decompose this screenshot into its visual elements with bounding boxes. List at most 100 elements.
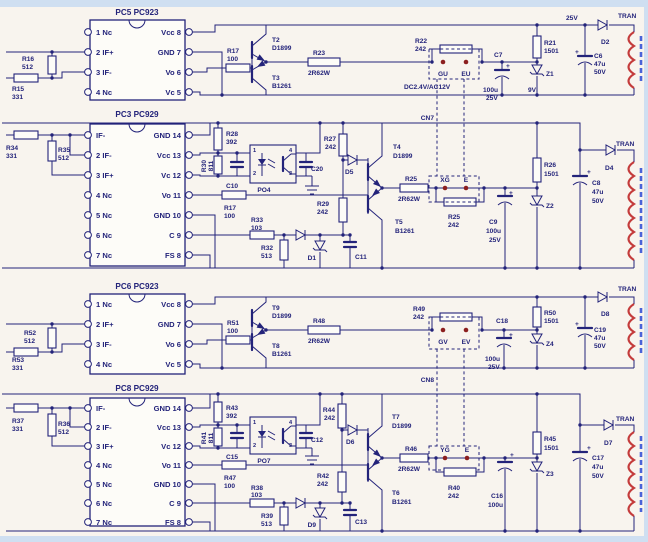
label-c6-val2: 50V: [594, 69, 606, 76]
pc8-pin7: 7 Nc: [96, 518, 112, 527]
connector-cn7: CN7: [421, 48, 480, 203]
label-r29: R29: [317, 201, 329, 208]
po7-pin3-num: 3: [289, 443, 292, 449]
diode-d2: [597, 19, 608, 31]
label-z2: Z2: [546, 203, 554, 210]
pc5-pin3: 3 IF-: [96, 68, 112, 77]
label-r23: R23: [313, 50, 325, 57]
label-r41: R41: [201, 432, 208, 444]
label-r25b-val: 242: [448, 222, 459, 229]
right-border: [644, 0, 648, 542]
resistor-r48: [307, 325, 341, 335]
transformer-winding-4: [627, 431, 637, 517]
label-r53: R53: [12, 357, 24, 364]
label-r39-val: 513: [261, 521, 272, 528]
resistor-r33: [249, 230, 275, 240]
label-r35-val: 512: [58, 155, 69, 162]
transformer-winding-3: [627, 303, 637, 361]
label-c6-val1: 47u: [594, 61, 605, 68]
pc8-pin13: Vcc 13: [157, 423, 181, 432]
label-c10: C10: [226, 183, 238, 190]
pc5-pin6: Vo 6: [166, 68, 181, 77]
label-r42-val: 242: [317, 481, 328, 488]
pc6-pin5: Vc 5: [165, 360, 181, 369]
label-r32-val: 513: [261, 253, 272, 260]
label-t8: T8: [272, 343, 280, 350]
resistor-r47: [221, 460, 247, 470]
label-c20: C20: [311, 166, 323, 173]
resistor-r16: [47, 55, 57, 75]
label-r28: R28: [226, 131, 238, 138]
transformer-winding-1: [627, 31, 637, 89]
optocoupler-po7-internals: [258, 425, 296, 448]
pc8-pin12: Vc 12: [161, 442, 181, 451]
label-r44-val: 242: [324, 415, 335, 422]
pc8-pin2: 2 IF-: [96, 423, 112, 432]
label-r50: R50: [544, 310, 556, 317]
label-r46-val: 2R62W: [398, 466, 421, 473]
label-r50-val: 1501: [544, 318, 559, 325]
label-r37: R37: [12, 418, 24, 425]
label-r41-val: 811: [208, 432, 215, 443]
resistor-r49: [439, 312, 473, 322]
t3-emitter-arrow: [255, 60, 266, 70]
label-r40-val: 242: [448, 493, 459, 500]
pc5-pin2: 2 IF+: [96, 48, 114, 57]
label-r34-val: 331: [6, 153, 17, 160]
pc3-pin4: 4 Nc: [96, 191, 112, 200]
po4-pin1-num: 1: [253, 148, 256, 154]
resistor-r37: [13, 403, 39, 413]
capacitor-c10: [229, 160, 245, 169]
resistor-r30: [213, 155, 223, 175]
junctions-s4: [50, 392, 582, 533]
resistor-r22: [439, 44, 473, 54]
label-r52: R52: [24, 330, 36, 337]
po4-pin2-num: 2: [253, 171, 256, 177]
pc8-pin4: 4 Nc: [96, 461, 112, 470]
label-xg: XG: [440, 177, 450, 184]
label-r25a-val: 2R62W: [398, 196, 421, 203]
label-c19-val2: 50V: [594, 343, 606, 350]
pc5-pin5: Vc 5: [165, 88, 181, 97]
label-c8-plus: +: [587, 169, 591, 176]
ic-pc5-pins: [84, 28, 193, 96]
optocoupler-po4-internals: [258, 153, 296, 176]
ic-pc6-pins: [84, 300, 193, 368]
diode-s2-series: [295, 229, 306, 241]
label-po4: PO4: [257, 187, 271, 194]
label-r22: R22: [415, 38, 427, 45]
bottom-border: [0, 536, 648, 542]
section-1-pc5-pc923: PC5 PC923 1 Nc 2 IF+ 3 IF- 4 Nc Vcc 8 GN…: [6, 8, 643, 102]
label-e2: E: [464, 177, 469, 184]
label-t3-val: B1261: [272, 83, 292, 90]
label-r37-val: 331: [12, 426, 23, 433]
resistor-r27: [338, 133, 348, 157]
pc5-pin1: 1 Nc: [96, 28, 112, 37]
label-25v-rail: 25V: [566, 15, 578, 22]
label-c11: C11: [355, 254, 367, 261]
label-r48-val: 2R62W: [308, 338, 331, 345]
resistor-r45: [532, 431, 542, 455]
label-t7-val: D1899: [392, 423, 412, 430]
label-r26-val: 1501: [544, 171, 559, 178]
label-r27-val: 242: [325, 144, 336, 151]
pc3-pin1: IF-: [96, 131, 106, 140]
junctions-s3: [50, 295, 587, 370]
label-r43-val: 392: [226, 413, 237, 420]
diode-d7: [603, 419, 614, 431]
label-t2: T2: [272, 37, 280, 44]
label-c7-plus: +: [506, 63, 510, 70]
jumper-eu-terminal: [463, 59, 469, 65]
ic-pc8-pins: [84, 404, 193, 526]
label-r51: R51: [227, 320, 239, 327]
label-r25b: R25: [448, 214, 460, 221]
resistor-r15: [13, 73, 39, 83]
resistor-r52: [47, 327, 57, 349]
zener-d1: [312, 240, 328, 253]
label-r53-val: 331: [12, 365, 23, 372]
pc3-pin6: 6 Nc: [96, 231, 112, 240]
label-r36-val: 512: [58, 429, 69, 436]
resistor-r36: [47, 413, 57, 437]
label-c6: C6: [594, 53, 603, 60]
pc6-pin3: 3 IF-: [96, 340, 112, 349]
